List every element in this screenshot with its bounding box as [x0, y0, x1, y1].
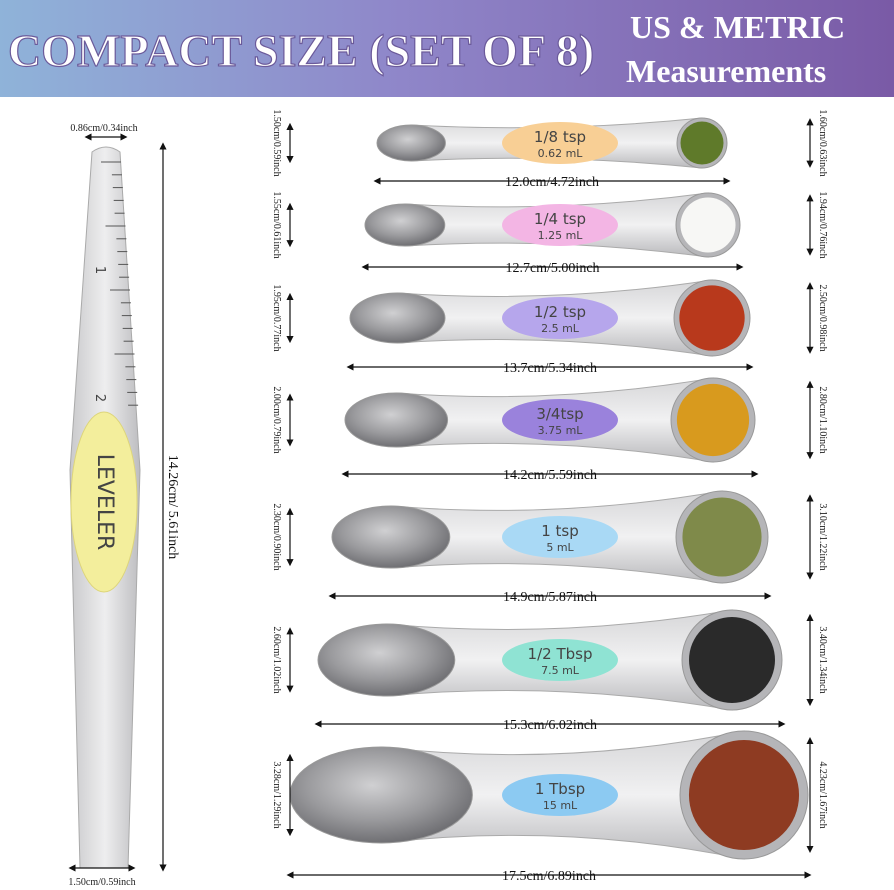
spoon-volume: 5 mL [546, 541, 574, 554]
spoon-length: 14.2cm/5.59inch [503, 468, 597, 483]
header-line1: US & METRIC [630, 9, 845, 45]
spice [688, 739, 800, 851]
spoon-volume: 7.5 mL [541, 664, 580, 677]
header-line2: Measurements [626, 53, 826, 89]
spoon-bowl [344, 392, 449, 448]
left-width: 1.50cm/0.59inch [271, 109, 282, 176]
spoon-size: 1/2 tsp [534, 303, 586, 321]
spoon-volume: 0.62 mL [538, 147, 584, 160]
right-width: 1.60cm/0.63inch [817, 109, 828, 176]
left-width: 1.95cm/0.77inch [271, 284, 282, 351]
spice [689, 617, 775, 703]
spoon-length: 12.0cm/4.72inch [505, 175, 599, 190]
spice [682, 497, 762, 577]
spoon-bowl [317, 623, 456, 697]
spoon-length: 13.7cm/5.34inch [503, 361, 597, 376]
spoon-size: 1/2 Tbsp [528, 645, 593, 663]
leveler-label: LEVELER [92, 454, 117, 551]
left-width: 2.00cm/0.79inch [271, 386, 282, 453]
spice [680, 121, 724, 165]
size-badge [502, 774, 618, 816]
spoon-volume: 15 mL [543, 799, 578, 812]
spice [676, 383, 750, 457]
spoon-length: 12.7cm/5.00inch [505, 261, 599, 276]
left-width: 2.30cm/0.90inch [271, 503, 282, 570]
spoon-bowl [331, 505, 451, 569]
spoon-bowl [349, 292, 446, 344]
right-width: 2.80cm/1.10inch [817, 386, 828, 453]
header-band [0, 0, 894, 97]
spoon-bowl [289, 746, 473, 844]
size-badge [502, 122, 618, 164]
leveler-length: 14.26cm/ 5.61inch [165, 455, 180, 560]
leveler-badge [70, 411, 138, 593]
right-width: 3.40cm/1.34inch [817, 626, 828, 693]
spice [679, 285, 745, 351]
spoon-length: 17.5cm/6.89inch [502, 869, 596, 884]
leveler-bottom-width: 1.50cm/0.59inch [68, 877, 135, 888]
leveler-top-width: 0.86cm/0.34inch [70, 123, 137, 134]
left-width: 2.60cm/1.02inch [271, 626, 282, 693]
spoon-length: 15.3cm/6.02inch [503, 718, 597, 733]
spoon-size: 1/4 tsp [534, 210, 586, 228]
ruler-mark: 2 [92, 394, 107, 402]
right-width: 2.50cm/0.98inch [817, 284, 828, 351]
size-badge [502, 516, 618, 558]
spoon-bowl [376, 124, 446, 162]
right-width: 3.10cm/1.22inch [817, 503, 828, 570]
left-width: 1.55cm/0.61inch [271, 191, 282, 258]
leveler: 1 2 LEVELER 0.86cm/0.34inch 1.50cm/0.59i… [68, 123, 180, 888]
spoon-bowl [364, 203, 446, 247]
size-badge [502, 639, 618, 681]
right-width: 4.23cm/1.67inch [817, 761, 828, 828]
spoon-volume: 3.75 mL [538, 424, 584, 437]
spoon-size: 1/8 tsp [534, 128, 586, 146]
size-badge [502, 204, 618, 246]
spoon-size: 1 Tbsp [535, 780, 585, 798]
spoon-size: 3/4tsp [536, 405, 583, 423]
spoon-volume: 2.5 mL [541, 322, 580, 335]
spoon-volume: 1.25 mL [538, 229, 584, 242]
ruler-mark: 1 [92, 266, 107, 274]
spoon-size: 1 tsp [541, 522, 579, 540]
size-badge [502, 297, 618, 339]
right-width: 1.94cm/0.76inch [817, 191, 828, 258]
header-title: COMPACT SIZE (SET OF 8) [8, 25, 594, 76]
spoon-length: 14.9cm/5.87inch [503, 590, 597, 605]
size-badge [502, 399, 618, 441]
left-width: 3.28cm/1.29inch [271, 761, 282, 828]
spice [680, 197, 736, 253]
